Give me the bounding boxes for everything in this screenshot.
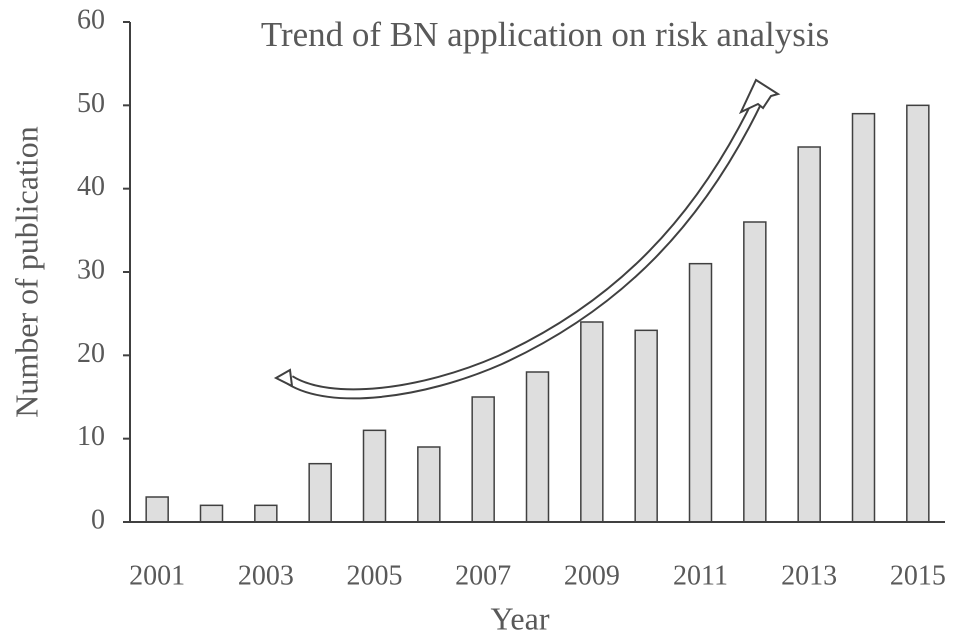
trend-arrow xyxy=(273,78,781,400)
y-tick-label: 50 xyxy=(77,88,105,119)
x-tick-label: 2013 xyxy=(781,560,837,591)
bar xyxy=(634,329,658,523)
bar xyxy=(199,504,224,523)
bar xyxy=(417,446,441,523)
x-tick-label: 2009 xyxy=(564,560,620,591)
y-tick-label: 0 xyxy=(91,504,105,535)
bar xyxy=(525,371,550,523)
chart-title: Trend of BN application on risk analysis xyxy=(261,15,829,54)
x-tick-label: 2011 xyxy=(673,560,728,591)
x-tick-label: 2001 xyxy=(129,560,185,591)
bar xyxy=(308,462,332,523)
bar xyxy=(145,496,169,523)
y-axis-label: Number of publication xyxy=(8,126,44,417)
bar xyxy=(851,112,876,523)
x-tick-label: 2007 xyxy=(455,560,511,591)
x-axis-label: Year xyxy=(491,600,550,636)
bar xyxy=(906,104,930,523)
bar xyxy=(580,321,604,523)
bar xyxy=(471,396,495,523)
bar xyxy=(797,146,821,523)
x-tick-label: 2015 xyxy=(890,560,946,591)
y-tick-label: 10 xyxy=(77,421,105,452)
bar xyxy=(362,429,387,523)
bar xyxy=(688,262,713,523)
y-tick-label: 40 xyxy=(77,171,105,202)
y-tick-label: 20 xyxy=(77,338,105,369)
y-tick-label: 30 xyxy=(77,254,105,285)
x-tick-label: 2003 xyxy=(238,560,294,591)
bar xyxy=(743,221,767,523)
y-tick-label: 60 xyxy=(77,4,105,35)
bar xyxy=(254,504,278,523)
x-tick-label: 2005 xyxy=(347,560,403,591)
